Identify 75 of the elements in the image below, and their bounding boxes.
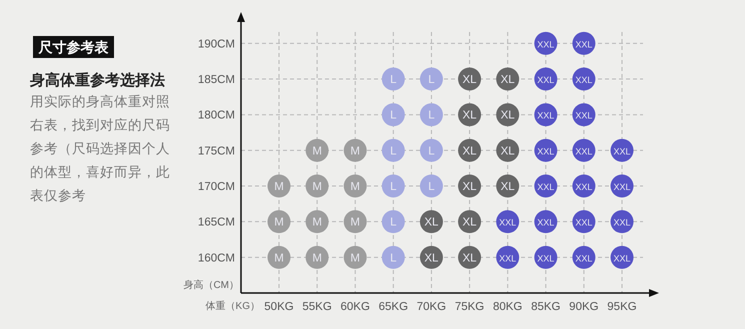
x-tick-label: 50KG [264,301,294,313]
text: L [390,74,397,86]
series-label: XL [462,74,478,86]
x-tick-label: 55KG [302,301,332,313]
text: L [390,216,397,229]
y-tick-label: 190CM [198,38,235,50]
x-tick-label: 60KG [340,301,370,313]
text: 尺寸参考表 [38,39,110,55]
text: XL [462,216,477,229]
text: L [428,145,435,158]
series-label: M [312,145,322,158]
text: XXL [575,39,592,50]
text: XL [462,145,477,158]
text: XXL [537,39,554,50]
series-label: L [390,145,398,158]
text: XXL [499,218,516,228]
text: XL [500,145,515,158]
x-tick-label: 85KG [531,301,561,313]
x-tick-label: 90KG [569,301,599,313]
text: XXL [575,75,592,86]
text: XXL [575,110,592,121]
text: XXL [613,146,631,156]
y-axis-title: 身高（CM） [183,279,239,291]
x-tick-label: 95KG [607,301,637,313]
y-tick-label: 180CM [198,110,235,122]
text: L [428,74,435,86]
y-tick-label: 170CM [198,181,235,194]
text: XXL [613,182,631,192]
text: L [428,181,435,194]
text: M [274,181,284,194]
text: L [390,181,397,194]
x-tick-label: 80KG [492,301,522,313]
text: M [274,252,284,264]
text: 用实际的身高体重对照右表，找到对应的尺码参考（尺码选择因个人的体型，喜好而异，此表仅参考 [30,94,170,203]
text: M [350,216,360,229]
text: XL [462,110,477,122]
text: XXL [499,253,516,264]
text: XXL [613,218,631,228]
text: XXL [537,182,554,192]
text: M [312,181,322,194]
text: XXL [575,146,592,156]
text: XXL [613,253,631,264]
text: M [350,252,360,264]
text: XL [462,252,477,264]
y-tick-label: 160CM [198,252,235,264]
text: XXL [537,110,554,121]
text: M [350,145,360,158]
text: M [274,216,284,229]
y-tick-label: 165CM [198,216,235,229]
text: XXL [537,146,554,156]
text: XXL [537,253,554,264]
x-tick-label: 70KG [416,301,446,313]
text: XL [500,110,515,122]
text: M [312,216,322,229]
x-tick-label: 75KG [454,301,484,313]
text: XXL [575,253,592,264]
text: XL [424,216,438,229]
text: L [390,110,397,122]
text: M [312,252,322,264]
y-tick-label: 175CM [198,145,235,158]
text: XL [500,181,515,194]
text: L [428,110,435,122]
text: 身高体重参考选择法 [29,71,165,89]
x-tick-label: 65KG [378,301,408,313]
text: XXL [575,182,592,192]
text: XL [462,181,477,194]
text: L [390,252,397,264]
text: XXL [575,218,592,228]
text: XXL [537,218,554,228]
series-label: XXL [537,75,554,86]
text: XL [500,74,515,86]
text: M [350,181,360,194]
text: XL [424,252,438,264]
x-axis-title: 体重（KG） [206,300,260,312]
y-tick-label: 185CM [198,74,235,86]
